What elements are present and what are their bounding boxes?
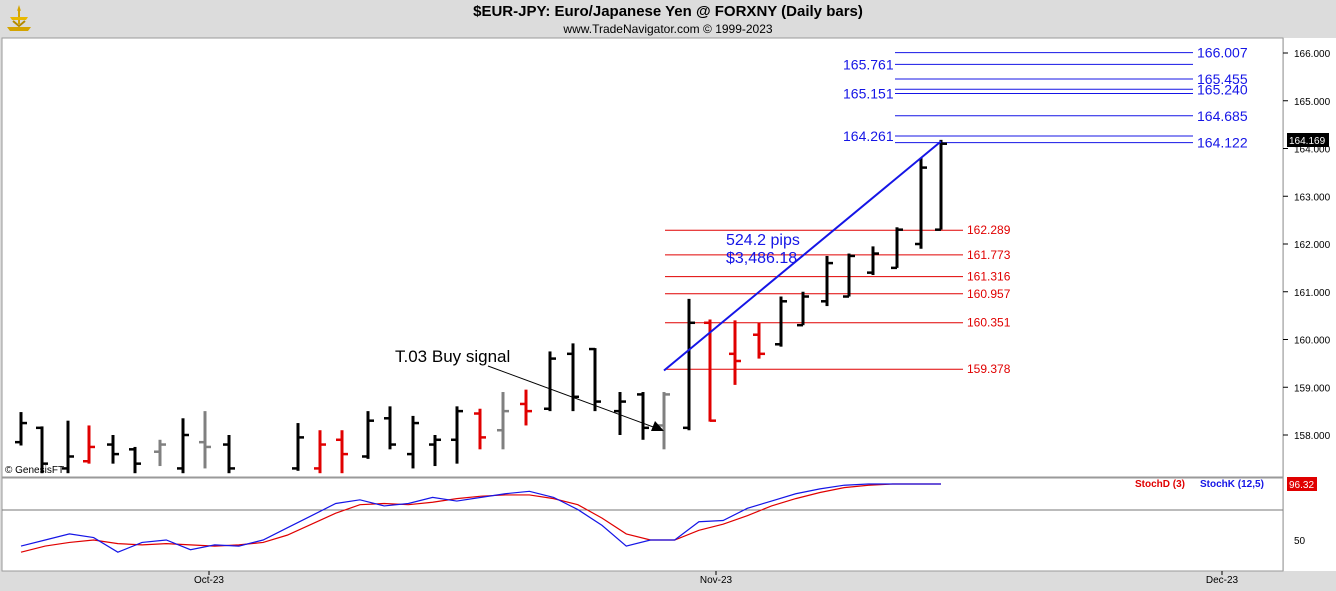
- ohlc-bar: [36, 426, 48, 474]
- fib-level-label: 159.378: [967, 362, 1011, 376]
- price-tick-label: 165.000: [1294, 97, 1331, 108]
- target-label-right: 164.122: [1197, 135, 1248, 151]
- price-axis-panel: [1284, 38, 1336, 571]
- target-label-right: 166.007: [1197, 45, 1248, 61]
- ohlc-bar: [683, 298, 695, 431]
- buy-signal-arrow: [487, 365, 657, 429]
- ohlc-bar: [107, 435, 119, 464]
- ohlc-bar: [915, 158, 927, 249]
- pips-label: 524.2 pips: [726, 232, 800, 249]
- month-label: Oct-23: [194, 575, 224, 586]
- ohlc-bar: [775, 296, 787, 347]
- month-label: Nov-23: [700, 575, 733, 586]
- fib-level-label: 162.289: [967, 223, 1011, 237]
- price-tick-label: 166.000: [1294, 49, 1331, 60]
- ohlc-bar: [292, 423, 304, 471]
- ohlc-bar: [314, 430, 326, 474]
- copyright-label: © GenesisFT: [5, 465, 64, 476]
- target-label-left: 164.261: [843, 128, 894, 144]
- ohlc-bar: [384, 406, 396, 450]
- ohlc-bar: [589, 347, 601, 412]
- ohlc-bar: [362, 411, 374, 459]
- price-tick-label: 160.000: [1294, 336, 1331, 347]
- ohlc-bar: [637, 392, 649, 440]
- stochk-line: [20, 483, 941, 553]
- price-tick-label: 161.000: [1294, 288, 1331, 299]
- ohlc-bar: [223, 435, 235, 474]
- ohlc-bar: [62, 420, 74, 474]
- ohlc-bar: [407, 415, 419, 469]
- chart-title: $EUR-JPY: Euro/Japanese Yen @ FORXNY (Da…: [473, 3, 863, 20]
- last-price-badge: [1287, 133, 1329, 147]
- ohlc-bar: [544, 351, 556, 412]
- stoch-last-label: 96.32: [1289, 480, 1314, 491]
- ohlc-bar: [520, 389, 532, 426]
- trade-navigator-logo-icon: [4, 3, 34, 38]
- ohlc-bar: [614, 392, 626, 435]
- ohlc-bar: [867, 246, 879, 276]
- ohlc-bar: [154, 439, 166, 467]
- ohlc-bar: [704, 319, 716, 422]
- ohlc-bar: [497, 392, 509, 450]
- ohlc-bar: [177, 418, 189, 474]
- ohlc-bar: [935, 139, 947, 231]
- ohlc-bar: [797, 291, 809, 327]
- stochd-line: [20, 483, 941, 553]
- fib-level-label: 161.773: [967, 248, 1011, 262]
- month-label: Dec-23: [1206, 575, 1239, 586]
- stoch-panel: [1, 477, 1284, 572]
- target-label-right: 165.455: [1197, 71, 1248, 87]
- ohlc-bar: [843, 253, 855, 298]
- price-tick-label: 163.000: [1294, 192, 1331, 203]
- ohlc-bar: [821, 255, 833, 307]
- trend-line: [663, 140, 942, 372]
- ohlc-bar: [336, 430, 348, 474]
- ohlc-bar: [129, 446, 141, 474]
- ohlc-bar: [729, 320, 741, 385]
- ohlc-bar: [15, 412, 27, 446]
- ohlc-bar: [753, 322, 765, 359]
- price-tick-label: 159.000: [1294, 383, 1331, 394]
- ohlc-bar: [429, 435, 441, 467]
- stoch-last-badge: [1287, 477, 1317, 491]
- stochk-legend: StochK (12,5): [1200, 479, 1264, 490]
- stochd-legend: StochD (3): [1135, 479, 1185, 490]
- price-tick-label: 162.000: [1294, 240, 1331, 251]
- price-tick-label: 164.000: [1294, 145, 1331, 156]
- stoch-tick-50: 50: [1294, 536, 1306, 547]
- target-label-left: 165.761: [843, 56, 894, 72]
- price-tick-label: 158.000: [1294, 431, 1331, 442]
- fib-level-label: 161.316: [967, 270, 1011, 284]
- target-label-right: 165.240: [1197, 81, 1248, 97]
- ohlc-bar: [199, 411, 211, 469]
- dollars-label: $3,486.18: [726, 250, 797, 267]
- target-label-right: 164.685: [1197, 108, 1248, 124]
- ohlc-bar: [451, 406, 463, 464]
- ohlc-bar: [567, 343, 579, 412]
- buy-signal-arrowhead: [651, 421, 664, 431]
- last-price-label: 164.169: [1289, 136, 1326, 147]
- fib-level-label: 160.351: [967, 316, 1011, 330]
- buy-signal-annotation: T.03 Buy signal: [395, 347, 510, 366]
- target-label-left: 165.151: [843, 86, 894, 102]
- ohlc-bar: [891, 227, 903, 270]
- ohlc-bar: [474, 408, 486, 450]
- ohlc-bar: [83, 425, 95, 464]
- fib-level-label: 160.957: [967, 287, 1011, 301]
- chart-subtitle: www.TradeNavigator.com © 1999-2023: [563, 22, 773, 36]
